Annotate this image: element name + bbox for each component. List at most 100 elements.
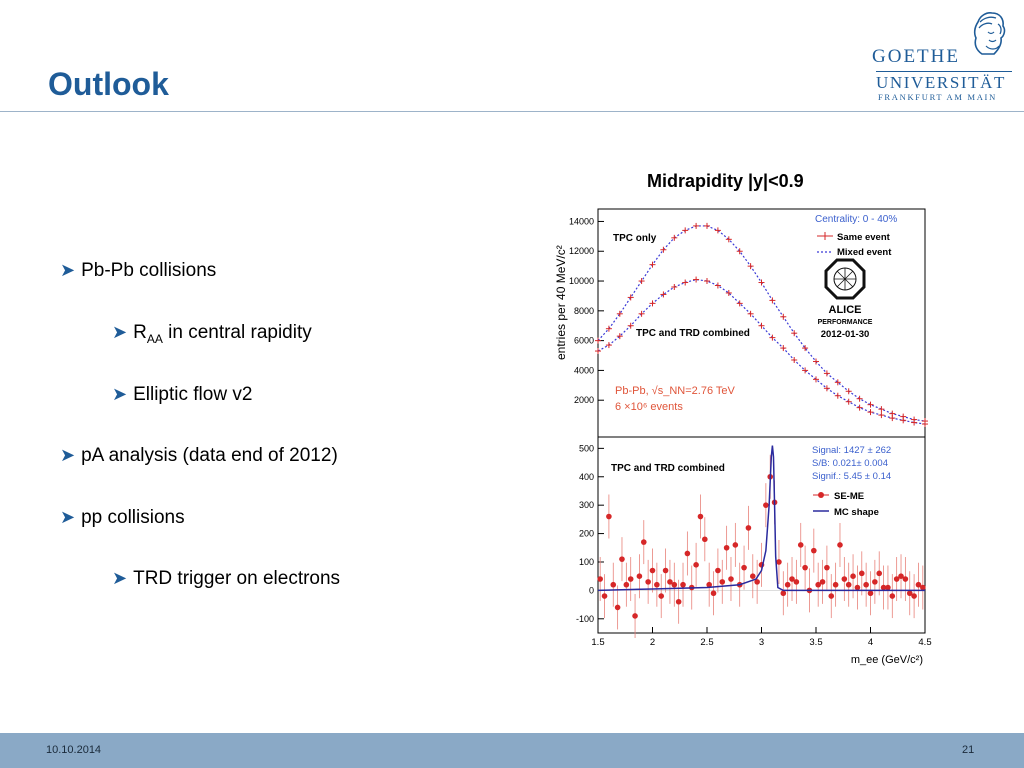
se-me-point — [885, 565, 891, 610]
top-ytick-label: 6000 — [574, 336, 594, 346]
slide-title: Outlook — [48, 66, 169, 102]
se-me-point — [671, 562, 678, 607]
same-event-point — [834, 392, 841, 399]
se-me-point — [911, 574, 917, 619]
bullet-item: ➤ pA analysis (data end of 2012) — [60, 445, 338, 466]
same-event-point — [660, 246, 667, 253]
top-ytick-label: 12000 — [569, 246, 594, 256]
same-event-point — [878, 406, 885, 413]
events-annotation: 6 ×10⁶ events — [615, 401, 683, 413]
se-me-point — [784, 562, 791, 607]
se-me-point — [649, 548, 656, 593]
se-me-point — [710, 571, 717, 616]
se-me-point — [640, 520, 647, 565]
same-event-point — [693, 222, 700, 229]
same-event-point — [845, 388, 852, 395]
same-event-point — [682, 279, 689, 286]
se-me-point — [819, 559, 826, 604]
se-me-point — [658, 574, 665, 619]
bullet-item: ➤ TRD trigger on electrons — [112, 568, 341, 589]
same-event-point — [660, 291, 667, 298]
arrow-bullet-icon: ➤ — [112, 322, 128, 342]
se-me-point — [754, 559, 760, 604]
same-event-point — [769, 297, 776, 304]
same-event-point — [725, 236, 732, 243]
same-event-point — [649, 300, 656, 307]
same-event-point — [747, 263, 754, 270]
alice-logo: ALICE PERFORMANCE 2012-01-30 — [818, 258, 873, 340]
bottom-xtick-label: 3.5 — [809, 637, 822, 648]
same-event-point — [856, 395, 863, 402]
same-event-point — [911, 419, 918, 426]
bullet-item: ➤ RAA in central rapidity — [112, 322, 312, 346]
header-rule — [0, 111, 1024, 112]
se-me-point — [619, 537, 625, 582]
se-me-point — [645, 559, 651, 604]
same-event-point — [627, 294, 634, 301]
same-event-point — [638, 310, 645, 317]
figure-heading: Midrapidity |y|<0.9 — [647, 171, 804, 191]
bottom-xtick-label: 2.5 — [700, 637, 713, 648]
alice-date: 2012-01-30 — [821, 329, 870, 340]
se-me-point — [915, 562, 922, 607]
se-me-point — [854, 565, 861, 610]
goethe-portrait-icon — [973, 12, 1006, 55]
same-event-point — [802, 367, 809, 374]
same-event-point — [704, 278, 710, 285]
stat-sb: S/B: 0.021± 0.004 — [812, 458, 888, 469]
page-number: 21 — [962, 744, 975, 756]
same-event-point — [823, 385, 830, 392]
bottom-ytick-label: -100 — [576, 614, 594, 624]
se-me-point — [850, 554, 856, 599]
footer-date: 10.10.2014 — [46, 744, 102, 756]
label-tpc-trd-bottom: TPC and TRD combined — [611, 463, 725, 474]
legend-same-event: Same event — [817, 232, 891, 243]
logo-goethe-text: GOETHE — [872, 46, 960, 67]
se-me-point — [876, 551, 883, 596]
svg-text:Mixed event: Mixed event — [837, 247, 892, 258]
se-me-point — [841, 557, 848, 602]
stat-signif: Signif.: 5.45 ± 0.14 — [812, 471, 891, 482]
bullet-item: ➤ Elliptic flow v2 — [112, 384, 253, 405]
se-me-point — [902, 557, 909, 602]
same-event-point — [605, 342, 612, 349]
se-me-point — [832, 562, 839, 607]
same-event-point — [595, 348, 601, 355]
svg-text:MC shape: MC shape — [834, 507, 879, 518]
se-me-point — [837, 522, 843, 567]
se-me-point — [763, 483, 769, 528]
arrow-bullet-icon: ➤ — [60, 260, 76, 280]
centrality-legend-header: Centrality: 0 - 40% — [815, 214, 897, 225]
same-event-point — [725, 289, 732, 296]
same-event-point — [845, 398, 852, 405]
bottom-ytick-label: 100 — [579, 557, 594, 567]
logo-frankfurt-text: FRANKFURT AM MAIN — [878, 92, 997, 102]
same-event-point — [595, 337, 601, 344]
same-event-point — [867, 401, 874, 408]
arrow-bullet-icon: ➤ — [60, 445, 76, 465]
collision-annotation: Pb-Pb, √s_NN=2.76 TeV — [615, 385, 736, 397]
se-me-point — [802, 545, 808, 590]
se-me-point — [889, 574, 896, 619]
bottom-xtick-label: 2 — [650, 637, 655, 648]
label-tpc-only: TPC only — [613, 233, 657, 244]
se-me-point — [662, 548, 669, 593]
same-event-point — [671, 283, 678, 290]
same-event-point — [878, 412, 885, 419]
same-event-point — [834, 379, 841, 386]
bullet-item: ➤ pp collisions — [60, 507, 185, 528]
same-event-point — [736, 300, 743, 307]
bottom-ytick-label: 0 — [589, 585, 594, 595]
se-me-point — [780, 571, 787, 616]
se-me-point — [880, 565, 887, 610]
se-me-point — [684, 531, 691, 576]
same-event-point — [638, 278, 645, 285]
se-me-point — [715, 548, 721, 593]
se-me-point — [706, 562, 712, 607]
se-me-point — [627, 557, 634, 602]
se-me-point — [693, 542, 699, 587]
label-tpc-trd: TPC and TRD combined — [636, 328, 750, 339]
se-me-point — [906, 571, 913, 616]
se-me-point — [632, 593, 638, 638]
